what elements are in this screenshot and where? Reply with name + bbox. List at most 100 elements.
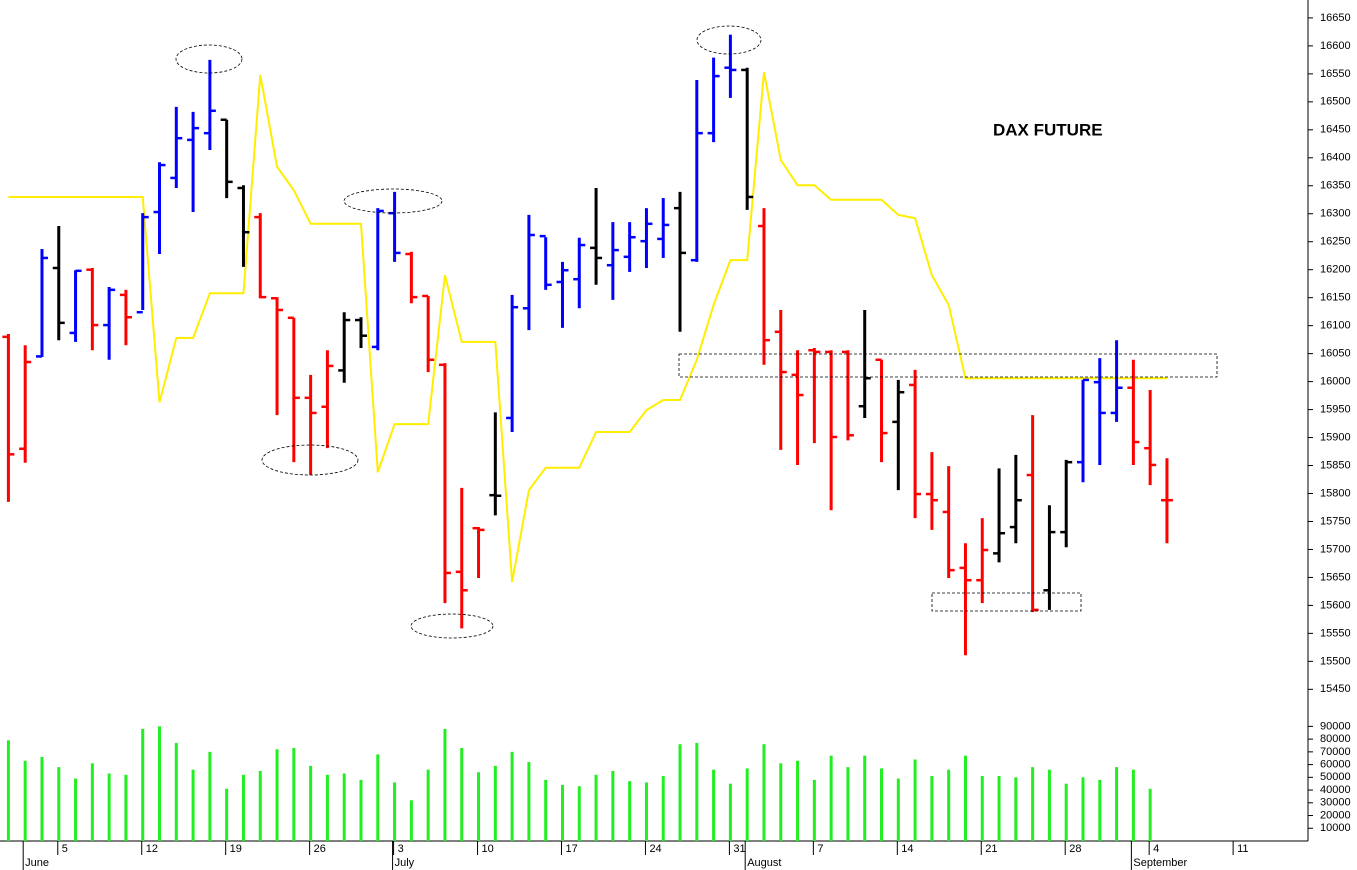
volume-bar bbox=[779, 763, 783, 841]
x-tick-label: 17 bbox=[565, 843, 577, 855]
y-tick-label: 16550 bbox=[1320, 68, 1351, 80]
y-tick-label: 16150 bbox=[1320, 292, 1351, 304]
volume-bar bbox=[527, 762, 531, 841]
volume-bar bbox=[695, 742, 699, 841]
x-tick-label: 4 bbox=[1153, 843, 1159, 855]
y-tick-label: 15450 bbox=[1320, 683, 1351, 695]
volume-bar bbox=[762, 744, 766, 841]
volume-bar bbox=[309, 765, 313, 841]
volume-bar bbox=[896, 778, 900, 841]
y-tick-label: 15600 bbox=[1320, 599, 1351, 611]
ellipse-marker bbox=[175, 44, 243, 74]
volume-bar bbox=[275, 749, 279, 841]
signal-line bbox=[8, 71, 1167, 583]
volume-bar bbox=[74, 778, 78, 841]
y-tick-label: 16500 bbox=[1320, 96, 1351, 108]
y-tick-label: 16650 bbox=[1320, 12, 1351, 24]
month-label: July bbox=[395, 857, 415, 869]
volume-bar bbox=[997, 776, 1001, 841]
volume-bar bbox=[913, 759, 917, 841]
month-label: June bbox=[25, 857, 49, 869]
volume-bar bbox=[644, 782, 648, 841]
volume-bar bbox=[174, 742, 178, 841]
volume-bar bbox=[1031, 767, 1035, 841]
chart-title: DAX FUTURE bbox=[993, 120, 1103, 139]
volume-bar bbox=[611, 770, 615, 841]
y-tick-label: 15950 bbox=[1320, 403, 1351, 415]
volume-bar bbox=[426, 769, 430, 841]
volume-bar bbox=[1115, 767, 1119, 841]
volume-bar bbox=[57, 767, 61, 841]
volume-bar bbox=[846, 767, 850, 841]
x-tick-label: 24 bbox=[649, 843, 661, 855]
volume-bar bbox=[1131, 769, 1135, 841]
volume-bar bbox=[796, 760, 800, 841]
x-tick-label: 21 bbox=[985, 843, 997, 855]
x-tick-label: 7 bbox=[817, 843, 823, 855]
x-tick-label: 28 bbox=[1069, 843, 1081, 855]
x-tick-label: 12 bbox=[146, 843, 158, 855]
volume-bar bbox=[477, 772, 481, 841]
volume-tick-label: 50000 bbox=[1320, 771, 1351, 783]
volume-bar bbox=[107, 773, 111, 841]
x-tick-label: 10 bbox=[482, 843, 494, 855]
y-tick-label: 16600 bbox=[1320, 40, 1351, 52]
volume-bar bbox=[678, 744, 682, 841]
volume-tick-label: 40000 bbox=[1320, 784, 1351, 796]
y-tick-label: 16200 bbox=[1320, 264, 1351, 276]
y-tick-label: 16350 bbox=[1320, 180, 1351, 192]
y-tick-label: 15900 bbox=[1320, 431, 1351, 443]
volume-bar bbox=[544, 779, 548, 841]
volume-bar bbox=[1047, 769, 1051, 841]
x-tick-label: 3 bbox=[398, 843, 404, 855]
volume-bar bbox=[409, 800, 413, 841]
y-tick-label: 16000 bbox=[1320, 376, 1351, 388]
resistance-box bbox=[678, 353, 1218, 378]
volume-bar bbox=[880, 768, 884, 841]
volume-tick-label: 80000 bbox=[1320, 733, 1351, 745]
volume-tick-label: 30000 bbox=[1320, 797, 1351, 809]
volume-tick-label: 60000 bbox=[1320, 758, 1351, 770]
volume-bar bbox=[342, 773, 346, 841]
volume-bar bbox=[745, 768, 749, 841]
ellipse-marker bbox=[410, 613, 494, 639]
volume-bar bbox=[963, 755, 967, 841]
volume-bar bbox=[712, 769, 716, 841]
volume-bar bbox=[460, 748, 464, 841]
y-tick-label: 16250 bbox=[1320, 236, 1351, 248]
y-tick-label: 15550 bbox=[1320, 627, 1351, 639]
y-tick-label: 16100 bbox=[1320, 320, 1351, 332]
volume-bar bbox=[23, 760, 27, 841]
month-label: August bbox=[747, 857, 781, 869]
volume-bar bbox=[241, 774, 245, 841]
y-tick-label: 16300 bbox=[1320, 208, 1351, 220]
x-tick-label: 26 bbox=[314, 843, 326, 855]
y-tick-label: 15850 bbox=[1320, 459, 1351, 471]
volume-bar bbox=[1064, 783, 1068, 841]
volume-bar bbox=[208, 751, 212, 841]
volume-tick-label: 20000 bbox=[1320, 809, 1351, 821]
volume-bar bbox=[141, 728, 145, 841]
volume-bar bbox=[728, 783, 732, 841]
volume-bar bbox=[930, 776, 934, 841]
volume-tick-label: 10000 bbox=[1320, 822, 1351, 834]
y-tick-label: 16400 bbox=[1320, 152, 1351, 164]
y-tick-label: 16450 bbox=[1320, 124, 1351, 136]
y-tick-label: 15650 bbox=[1320, 571, 1351, 583]
volume-bar bbox=[1148, 788, 1152, 841]
ellipse-marker bbox=[261, 444, 359, 476]
volume-bar bbox=[560, 784, 564, 841]
volume-bar bbox=[812, 779, 816, 841]
volume-bar bbox=[577, 786, 581, 841]
volume-bar bbox=[443, 728, 447, 841]
volume-tick-label: 70000 bbox=[1320, 746, 1351, 758]
volume-bar bbox=[829, 755, 833, 841]
volume-bar bbox=[1081, 777, 1085, 841]
y-tick-label: 15800 bbox=[1320, 487, 1351, 499]
x-tick-label: 11 bbox=[1237, 843, 1248, 855]
volume-bar bbox=[258, 770, 262, 841]
volume-bar bbox=[40, 756, 44, 841]
x-tick-label: 19 bbox=[230, 843, 242, 855]
